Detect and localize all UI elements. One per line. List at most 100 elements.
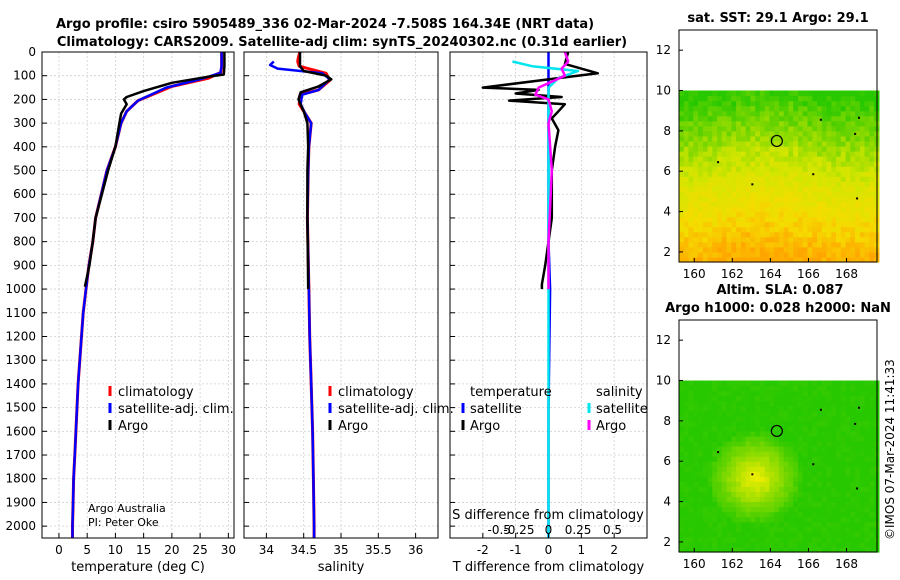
map-cell [807,221,813,228]
map-cell [702,201,709,208]
map-cell [783,496,790,503]
map-cell [826,120,832,127]
map-cell [750,420,756,427]
map-cell [698,385,704,392]
map-cell [740,141,747,147]
map-cell [679,405,685,412]
map-cell [693,496,699,503]
map-cell [831,90,837,97]
map-cell [683,380,690,387]
map-cell [702,431,709,437]
map-cell [840,221,847,228]
map-cell [793,385,799,392]
map-cell [769,486,775,492]
map-cell [698,405,704,412]
map-cell [683,405,690,412]
map-cell [831,161,837,167]
map-cell [745,120,751,127]
map-cell [745,206,751,213]
map-cell [764,451,771,457]
map-cell [679,390,685,397]
map-cell [688,231,694,238]
map-cell [798,385,804,392]
map-cell [698,186,704,192]
map-cell [859,420,866,427]
map-cell [745,476,751,482]
map-cell [731,531,737,538]
map-cell [707,146,713,152]
map-cell [821,246,828,253]
map-cell [817,481,823,487]
map-cell [821,146,828,152]
map-cell [726,456,732,462]
map-cell [836,181,842,187]
map-cell [783,441,790,447]
map-cell [831,105,837,112]
map-cell [864,451,870,457]
map-cell [788,400,794,407]
map-cell [683,176,690,182]
map-cell [817,216,823,223]
map-cell [864,410,870,417]
map-cell [840,521,847,528]
map-cell [693,176,699,182]
map-cell [764,110,771,117]
map-cell [812,436,818,442]
map-cell [707,511,713,518]
map-cell [859,151,866,157]
island-dot [819,118,822,121]
map-cell [688,141,694,147]
map-cell [812,511,818,518]
map-cell [840,156,847,162]
map-cell [826,231,832,238]
map-cell [759,536,766,543]
map-cell [683,181,690,187]
map-cell [755,211,761,218]
map-cell [750,526,756,533]
map-cell [702,146,709,152]
map-cell [864,446,870,452]
map-cell [698,236,704,243]
map-cell [688,491,694,498]
map-cell [836,491,842,498]
map-cell [812,501,818,508]
map-cell [845,496,851,503]
map-cell [798,100,804,107]
map-cell [731,486,737,492]
map-cell [779,201,785,208]
map-cell [831,221,837,228]
map-cell [821,161,828,167]
map-cell [683,206,690,213]
map-cell [802,241,809,248]
map-cell [850,420,856,427]
map-cell [826,516,832,523]
map-cell [764,425,771,432]
map-cell [774,226,780,233]
map-cell [807,95,813,102]
map-cell [769,400,775,407]
map-cell [717,156,723,162]
map-cell [836,461,842,467]
map-cell [845,246,851,253]
map-cell [836,531,842,538]
map-cell [740,105,747,112]
map-cell [855,501,861,508]
map-cell [817,130,823,137]
map-cell [845,161,851,167]
map-cell [698,491,704,498]
map-cell [788,196,794,202]
map-cell [759,90,766,97]
map-cell [764,446,771,452]
x-tick-label: -1 [510,543,522,557]
map-cell [721,395,728,402]
map-cell [726,536,732,543]
map-cell [859,511,866,518]
map-cell [850,186,856,192]
map-cell [755,431,761,437]
map-cell [750,216,756,223]
map-cell [817,110,823,117]
map-cell [769,231,775,238]
map-cell [693,161,699,167]
map-cell [807,385,813,392]
map-cell [740,100,747,107]
